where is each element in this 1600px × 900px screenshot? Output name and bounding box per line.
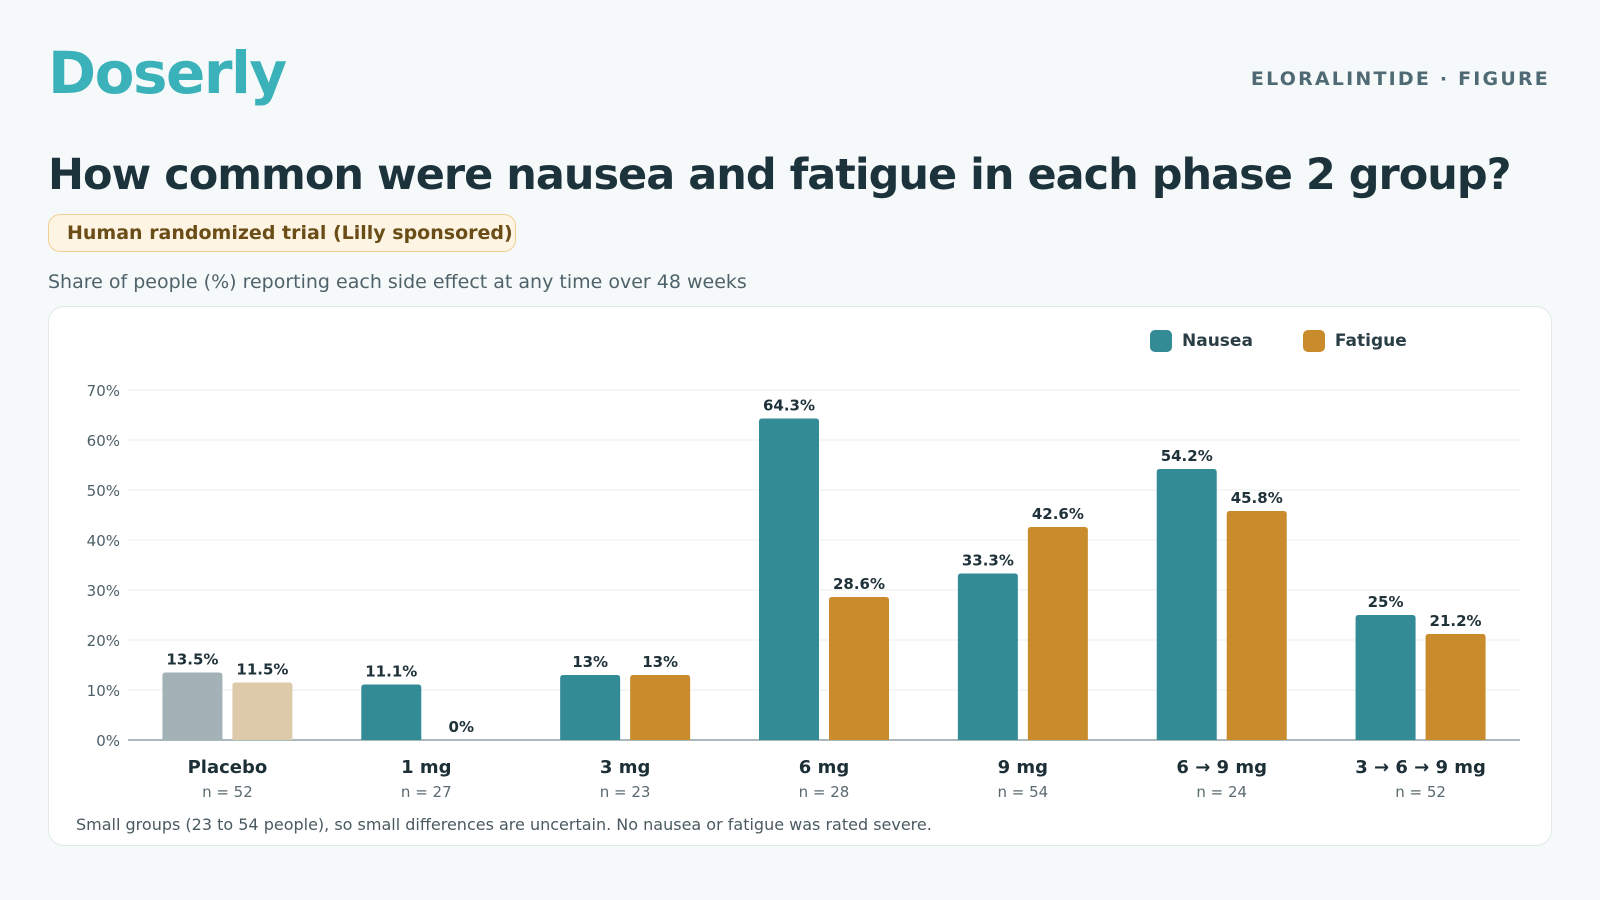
data-label: 21.2% xyxy=(1430,612,1482,630)
chart-subtitle: Share of people (%) reporting each side … xyxy=(48,271,747,293)
brand-logo: Doserly xyxy=(48,39,287,107)
bar-nausea xyxy=(759,418,819,740)
legend-label-nausea: Nausea xyxy=(1182,331,1253,351)
y-tick-label: 20% xyxy=(87,632,120,650)
bar-nausea xyxy=(560,675,621,740)
x-category-label: 3 → 6 → 9 mg xyxy=(1355,757,1486,778)
x-group-size-label: n = 52 xyxy=(202,783,253,801)
x-category-label: 6 mg xyxy=(799,757,849,778)
x-group-size-label: n = 24 xyxy=(1196,783,1247,801)
y-tick-label: 50% xyxy=(87,482,120,500)
x-group-size-label: n = 52 xyxy=(1395,783,1446,801)
x-group-size-label: n = 54 xyxy=(998,783,1049,801)
data-label: 33.3% xyxy=(962,552,1014,570)
data-label: 45.8% xyxy=(1231,489,1283,507)
bar-fatigue xyxy=(630,675,691,740)
y-tick-label: 30% xyxy=(87,582,120,600)
data-label: 64.3% xyxy=(763,397,815,415)
y-tick-label: 70% xyxy=(87,382,120,400)
data-label: 13% xyxy=(642,653,678,671)
legend-item-nausea: Nausea xyxy=(1150,330,1253,352)
study-type-badge: Human randomized trial (Lilly sponsored) xyxy=(48,214,516,252)
legend-swatch-nausea xyxy=(1150,330,1172,352)
x-group-size-label: n = 27 xyxy=(401,783,452,801)
x-category-label: 6 → 9 mg xyxy=(1176,757,1267,778)
bar-nausea xyxy=(957,573,1018,740)
figure-tagline: ELORALINTIDE · FIGURE xyxy=(1250,68,1550,90)
y-tick-label: 0% xyxy=(96,732,120,750)
bar-nausea xyxy=(162,672,223,740)
data-label: 42.6% xyxy=(1032,505,1084,523)
data-label: 54.2% xyxy=(1161,447,1213,465)
legend-swatch-fatigue xyxy=(1302,330,1325,352)
bar-fatigue xyxy=(829,597,889,740)
y-tick-label: 60% xyxy=(87,432,120,450)
y-tick-label: 10% xyxy=(87,682,120,700)
bar-nausea xyxy=(1355,615,1416,740)
data-label: 0% xyxy=(449,718,474,736)
x-group-size-label: n = 28 xyxy=(799,783,850,801)
x-category-label: 9 mg xyxy=(998,757,1048,778)
chart-legend: Nausea Fatigue xyxy=(1150,330,1407,352)
x-category-label: 1 mg xyxy=(401,757,451,778)
bar-fatigue xyxy=(1226,511,1287,740)
x-category-label: 3 mg xyxy=(600,757,650,778)
bar-nausea xyxy=(361,684,422,740)
bar-fatigue xyxy=(1425,634,1486,740)
chart-footnote: Small groups (23 to 54 people), so small… xyxy=(76,815,932,834)
bar-fatigue xyxy=(1027,527,1088,740)
legend-item-fatigue: Fatigue xyxy=(1302,330,1407,352)
data-label: 28.6% xyxy=(833,575,885,593)
y-tick-label: 40% xyxy=(87,532,120,550)
data-label: 11.1% xyxy=(365,663,417,681)
data-label: 13% xyxy=(572,653,608,671)
x-group-size-label: n = 23 xyxy=(600,783,651,801)
page-title: How common were nausea and fatigue in ea… xyxy=(48,150,1512,200)
data-label: 11.5% xyxy=(236,661,288,679)
legend-label-fatigue: Fatigue xyxy=(1334,331,1407,351)
data-label: 13.5% xyxy=(166,651,218,669)
bar-fatigue xyxy=(232,682,293,740)
x-category-label: Placebo xyxy=(188,757,268,778)
data-label: 25% xyxy=(1368,593,1404,611)
bar-nausea xyxy=(1156,469,1217,740)
